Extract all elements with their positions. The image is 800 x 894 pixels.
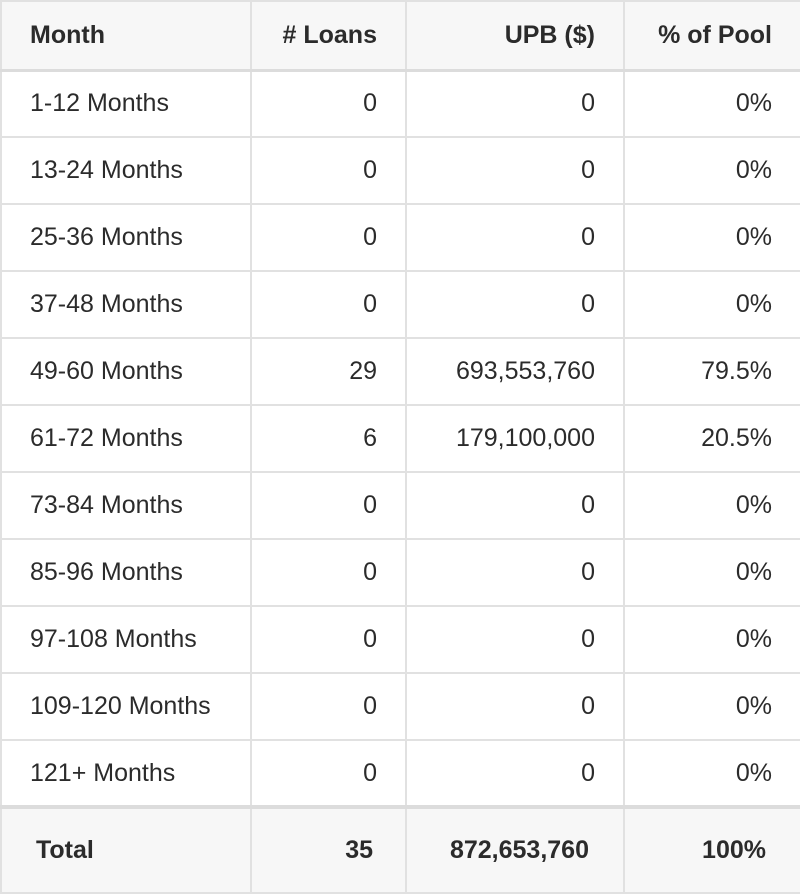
table-footer: Total 35 872,653,760 100% [0, 805, 800, 894]
table-row: 97-108 Months 0 0 0% [0, 605, 800, 674]
total-pct: 100% [623, 805, 800, 894]
cell-month: 1-12 Months [0, 69, 252, 138]
cell-month: 73-84 Months [0, 471, 252, 540]
cell-month: 49-60 Months [0, 337, 252, 406]
table-row: 37-48 Months 0 0 0% [0, 270, 800, 339]
table-row: 1-12 Months 0 0 0% [0, 69, 800, 138]
table-row: 49-60 Months 29 693,553,760 79.5% [0, 337, 800, 406]
table-row: 109-120 Months 0 0 0% [0, 672, 800, 741]
total-row: Total 35 872,653,760 100% [0, 805, 800, 894]
header-loans: # Loans [250, 0, 407, 72]
table-row: 13-24 Months 0 0 0% [0, 136, 800, 205]
cell-pct: 0% [623, 739, 800, 808]
cell-month: 61-72 Months [0, 404, 252, 473]
cell-upb: 0 [405, 605, 625, 674]
cell-upb: 0 [405, 672, 625, 741]
table-row: 61-72 Months 6 179,100,000 20.5% [0, 404, 800, 473]
cell-loans: 6 [250, 404, 407, 473]
cell-pct: 20.5% [623, 404, 800, 473]
cell-upb: 0 [405, 739, 625, 808]
cell-loans: 0 [250, 605, 407, 674]
cell-loans: 0 [250, 471, 407, 540]
cell-month: 85-96 Months [0, 538, 252, 607]
table-header: Month # Loans UPB ($) % of Pool [0, 0, 800, 72]
cell-loans: 0 [250, 538, 407, 607]
cell-upb: 0 [405, 203, 625, 272]
cell-month: 13-24 Months [0, 136, 252, 205]
header-upb: UPB ($) [405, 0, 625, 72]
cell-month: 97-108 Months [0, 605, 252, 674]
cell-month: 37-48 Months [0, 270, 252, 339]
header-row: Month # Loans UPB ($) % of Pool [0, 0, 800, 72]
cell-upb: 0 [405, 471, 625, 540]
table-row: 73-84 Months 0 0 0% [0, 471, 800, 540]
cell-upb: 0 [405, 538, 625, 607]
cell-month: 121+ Months [0, 739, 252, 808]
header-pct: % of Pool [623, 0, 800, 72]
cell-loans: 0 [250, 69, 407, 138]
cell-pct: 0% [623, 471, 800, 540]
cell-loans: 29 [250, 337, 407, 406]
table-row: 121+ Months 0 0 0% [0, 739, 800, 808]
cell-pct: 79.5% [623, 337, 800, 406]
table-row: 25-36 Months 0 0 0% [0, 203, 800, 272]
cell-month: 109-120 Months [0, 672, 252, 741]
cell-upb: 0 [405, 69, 625, 138]
cell-month: 25-36 Months [0, 203, 252, 272]
cell-pct: 0% [623, 270, 800, 339]
cell-pct: 0% [623, 136, 800, 205]
cell-pct: 0% [623, 69, 800, 138]
cell-loans: 0 [250, 203, 407, 272]
cell-loans: 0 [250, 136, 407, 205]
cell-pct: 0% [623, 672, 800, 741]
total-upb: 872,653,760 [405, 805, 625, 894]
total-label: Total [0, 805, 252, 894]
table-body: 1-12 Months 0 0 0% 13-24 Months 0 0 0% 2… [0, 69, 800, 808]
table-row: 85-96 Months 0 0 0% [0, 538, 800, 607]
cell-upb: 693,553,760 [405, 337, 625, 406]
cell-pct: 0% [623, 538, 800, 607]
cell-pct: 0% [623, 203, 800, 272]
cell-upb: 0 [405, 136, 625, 205]
total-loans: 35 [250, 805, 407, 894]
cell-loans: 0 [250, 672, 407, 741]
cell-upb: 179,100,000 [405, 404, 625, 473]
cell-pct: 0% [623, 605, 800, 674]
header-month: Month [0, 0, 252, 72]
cell-upb: 0 [405, 270, 625, 339]
cell-loans: 0 [250, 739, 407, 808]
cell-loans: 0 [250, 270, 407, 339]
